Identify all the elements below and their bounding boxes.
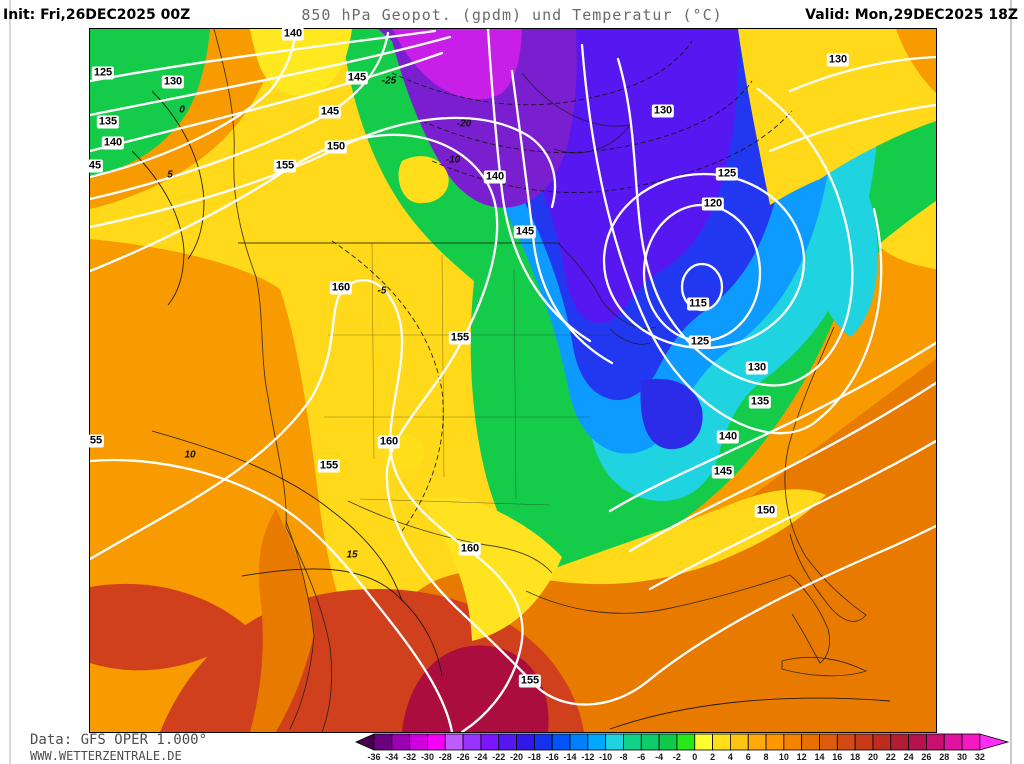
- colorbar-tick-label: -32: [403, 752, 416, 762]
- colorbar-cell: [890, 733, 910, 751]
- colorbar-tick-label: -16: [546, 752, 559, 762]
- colorbar-cell: [640, 733, 660, 751]
- colorbar-tick-label: -30: [421, 752, 434, 762]
- colorbar-tick-label: -34: [385, 752, 398, 762]
- colorbar-cell: [801, 733, 820, 751]
- fill-yellow-east-strip: [878, 201, 936, 269]
- colorbar-cell: [551, 733, 571, 751]
- colorbar-tick-label: -14: [564, 752, 577, 762]
- colorbar-cell: [819, 733, 838, 751]
- fill-crimson-core: [402, 645, 549, 732]
- colorbar-tick-label: 20: [868, 752, 878, 762]
- colorbar-tick-label: 24: [904, 752, 914, 762]
- colorbar-tick-label: -2: [673, 752, 681, 762]
- colorbar-tick-label: 16: [832, 752, 842, 762]
- colorbar-cell: [623, 733, 642, 751]
- colorbar-tick-label: 12: [797, 752, 807, 762]
- colorbar-cell: [427, 733, 446, 751]
- fill-dark-orange-baja: [250, 509, 314, 732]
- colorbar-cell: [462, 733, 482, 751]
- colorbar-cell: [908, 733, 927, 751]
- colorbar-cell: [961, 733, 981, 751]
- colorbar-cell: [533, 733, 553, 751]
- colorbar-tick-label: 2: [710, 752, 715, 762]
- colorbar-cell: [587, 733, 607, 751]
- chart-title: 850 hPa Geopot. (gpdm) und Temperatur (°…: [301, 6, 723, 24]
- colorbar-cell: [765, 733, 785, 751]
- geopotential-contours: [90, 29, 936, 732]
- colorbar-tick-label: 14: [814, 752, 824, 762]
- colorbar-cell: [480, 733, 500, 751]
- colorbar-tick-label: -28: [439, 752, 452, 762]
- left-page-border: [9, 0, 11, 764]
- weather-map: [89, 28, 937, 733]
- colorbar-cell: [498, 733, 517, 751]
- colorbar-tick-label: -12: [581, 752, 594, 762]
- fill-deep-blue-pocket: [640, 378, 703, 450]
- right-page-border: [1010, 0, 1012, 764]
- colorbar-cell: [605, 733, 624, 751]
- fill-yellow-patch-plains: [398, 156, 449, 204]
- fill-orange-northeast-corner: [896, 29, 936, 93]
- colorbar-tick-label: 6: [746, 752, 751, 762]
- colorbar-cell: [569, 733, 589, 751]
- colorbar-tick-label: 28: [939, 752, 949, 762]
- colorbar-cell: [747, 733, 767, 751]
- colorbar-cell: [854, 733, 874, 751]
- colorbar-tick-label: -8: [619, 752, 627, 762]
- colorbar-tick-label: -4: [655, 752, 663, 762]
- colorbar-tick-label: 18: [850, 752, 860, 762]
- colorbar-cell: [373, 733, 393, 751]
- colorbar-cell: [943, 733, 963, 751]
- fill-red-southwest: [90, 583, 252, 671]
- fill-yellow-gulf-strip: [530, 489, 826, 585]
- temperature-contours-solid: [131, 90, 891, 730]
- colorbar-cell: [783, 733, 803, 751]
- colorbar-tick-label: 4: [728, 752, 733, 762]
- init-time-label: Init: Fri,26DEC2025 00Z: [3, 7, 191, 23]
- colorbar-tick-label: 22: [886, 752, 896, 762]
- colorbar-cell: [872, 733, 892, 751]
- colorbar-tick-label: -26: [457, 752, 470, 762]
- colorbar-cell: [926, 733, 945, 751]
- colorbar-cell: [516, 733, 535, 751]
- colorbar-tick-label: -36: [367, 752, 380, 762]
- colorbar-cell: [355, 733, 375, 751]
- colorbar-tick-label: -6: [637, 752, 645, 762]
- colorbar-cell: [444, 733, 464, 751]
- colorbar-tick-label: -22: [492, 752, 505, 762]
- colorbar-cell: [676, 733, 696, 751]
- colorbar-cell: [391, 733, 411, 751]
- colorbar-cell: [658, 733, 678, 751]
- data-source-label: Data: GFS OPER 1.000°: [30, 732, 208, 748]
- colorbar-tick-label: -20: [510, 752, 523, 762]
- colorbar-cell: [694, 733, 713, 751]
- colorbar-tick-label: 0: [692, 752, 697, 762]
- colorbar-cell: [730, 733, 749, 751]
- website-label: WWW.WETTERZENTRALE.DE: [30, 749, 182, 763]
- valid-time-label: Valid: Mon,29DEC2025 18Z: [805, 7, 1018, 23]
- colorbar-tick-label: 10: [779, 752, 789, 762]
- colorbar-cell: [979, 733, 1010, 751]
- colorbar-tick-label: 30: [957, 752, 967, 762]
- colorbar-tick-label: -10: [599, 752, 612, 762]
- colorbar-cell: [836, 733, 856, 751]
- colorbar-tick-label: -18: [528, 752, 541, 762]
- fill-yellow-northeast-band: [738, 29, 936, 205]
- colorbar-tick-label: 26: [921, 752, 931, 762]
- colorbar-tick-label: -24: [474, 752, 487, 762]
- colorbar-tick-label: 32: [975, 752, 985, 762]
- colorbar-tick-label: 8: [764, 752, 769, 762]
- colorbar-cell: [409, 733, 428, 751]
- temperature-fill-map: [90, 29, 936, 732]
- fill-blue-violet-band: [390, 29, 739, 324]
- colorbar-cell: [712, 733, 731, 751]
